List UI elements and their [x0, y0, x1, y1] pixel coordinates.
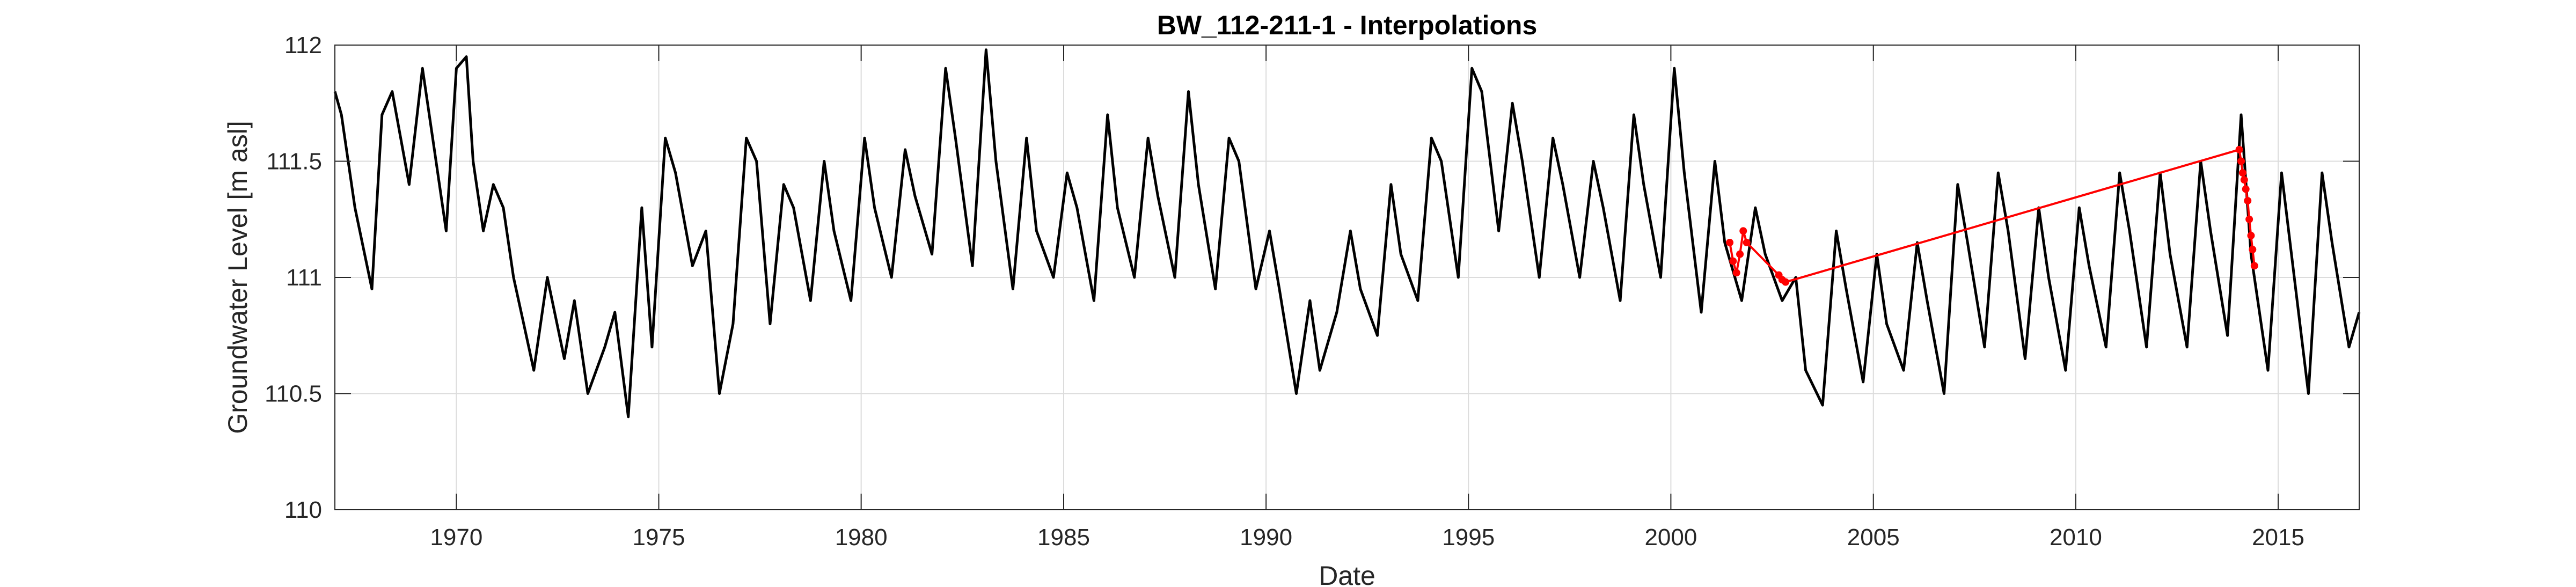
y-tick-label: 111	[286, 265, 322, 291]
x-tick-label: 1985	[1037, 524, 1090, 551]
x-tick-label: 2015	[2252, 524, 2304, 551]
data-point-interpolated	[2247, 232, 2255, 240]
data-point-interpolated	[1726, 239, 1734, 247]
data-point-interpolated	[2249, 246, 2257, 254]
x-axis-title: Date	[1319, 561, 1375, 587]
x-tick-label: 2000	[1644, 524, 1697, 551]
data-point-interpolated	[1732, 269, 1740, 277]
series-layer	[333, 48, 2361, 419]
data-point-interpolated	[1739, 227, 1747, 235]
ticks: 1970 1975 1980 1985 1990 1995 2000 2005 2010 2015…	[265, 32, 2359, 551]
y-tick-label: 110.5	[265, 381, 322, 407]
data-point-interpolated	[1782, 278, 1790, 286]
y-axis-title: Groundwater Level [m asl]	[223, 121, 253, 434]
y-tick-label: 111.5	[266, 149, 322, 175]
x-tick-label: 2010	[2050, 524, 2102, 551]
data-point-interpolated	[1743, 239, 1751, 247]
y-tick-label: 112	[284, 32, 322, 58]
chart-title: BW_112-211-1 - Interpolations	[1157, 10, 1538, 40]
x-tick-label: 1975	[633, 524, 685, 551]
data-point-interpolated	[2250, 262, 2258, 270]
data-point-interpolated	[2240, 176, 2248, 184]
x-tick-label: 1970	[430, 524, 482, 551]
data-point-interpolated	[2245, 215, 2253, 223]
data-point-interpolated	[2237, 157, 2245, 165]
data-point-interpolated	[2238, 169, 2246, 177]
x-tick-label: 2005	[1847, 524, 1900, 551]
data-point-interpolated	[2242, 185, 2250, 193]
data-point-interpolated	[2244, 197, 2252, 205]
y-tick-label: 110	[284, 497, 322, 523]
x-tick-label: 1980	[835, 524, 888, 551]
x-tick-label: 1990	[1240, 524, 1292, 551]
x-tick-label: 1995	[1442, 524, 1495, 551]
data-point-interpolated	[1729, 257, 1737, 265]
data-point-interpolated	[2235, 145, 2243, 153]
data-point-interpolated	[1736, 250, 1744, 258]
series-line-observed	[333, 48, 2361, 419]
